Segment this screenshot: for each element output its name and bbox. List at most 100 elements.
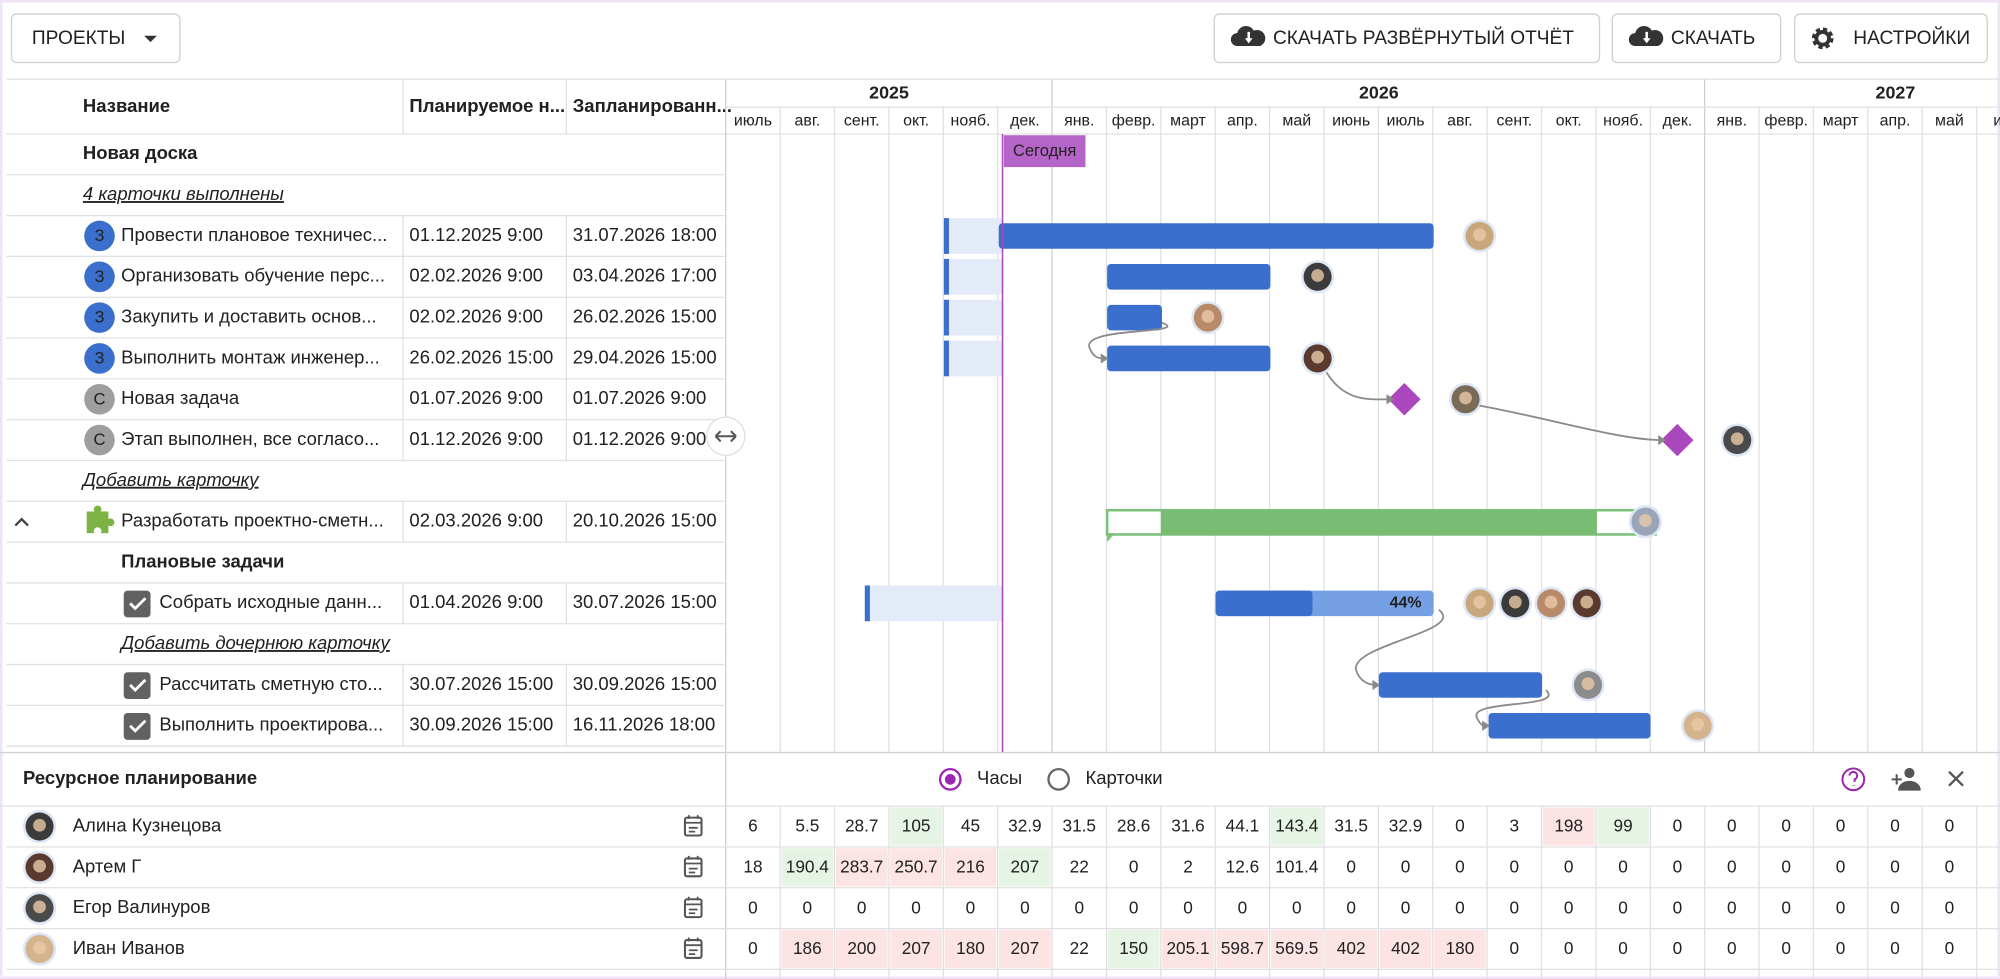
calendar-button[interactable]: [683, 896, 703, 919]
baseline-bar: [943, 258, 1003, 295]
collapse-icon[interactable]: [14, 517, 29, 527]
load-cell: [1434, 929, 1486, 969]
load-value: 45: [961, 816, 980, 836]
task-bar[interactable]: [998, 223, 1434, 249]
radio-option[interactable]: Карточки: [1047, 767, 1163, 791]
task-name[interactable]: Собрать исходные данн...: [159, 591, 382, 612]
task-bar[interactable]: [1488, 713, 1651, 739]
button-frame: [1611, 13, 1782, 64]
help-button[interactable]: [1841, 767, 1866, 792]
end-date: 31.07.2026 18:00: [573, 224, 717, 245]
dependency-arrow: [1482, 720, 1490, 731]
dependency-arrow: [1386, 394, 1395, 405]
load-cell: [781, 929, 834, 969]
gantt-area: 2025 2026 2027 июль авг. сент. окт. нояб. дек. ян…: [725, 79, 2000, 753]
close-button[interactable]: [1948, 770, 1964, 787]
radio-option[interactable]: Часы: [938, 767, 1022, 791]
year-label: 2027: [1876, 82, 1916, 102]
load-cell: [944, 929, 997, 969]
calendar-button[interactable]: [683, 937, 703, 959]
task-name[interactable]: Рассчитать сметную сто...: [159, 673, 382, 694]
month-label: май: [1282, 112, 1311, 129]
checkbox[interactable]: [123, 590, 151, 618]
milestone[interactable]: [1388, 383, 1421, 416]
panel-title: Ресурсное планирование: [23, 767, 257, 788]
person-name: Егор Валинуров: [73, 896, 211, 917]
task-name[interactable]: Закупить и доставить основ...: [121, 306, 376, 327]
splitter-handle[interactable]: [705, 416, 746, 457]
calendar-button[interactable]: [683, 815, 703, 837]
task-bar[interactable]: [1107, 304, 1162, 331]
avatar-face: [1581, 677, 1595, 691]
status-badge: [84, 424, 115, 456]
load-value: 0: [1074, 897, 1084, 917]
toolbar-button[interactable]: НАСТРОЙКИ: [1794, 13, 1988, 64]
calendar-lines: [684, 815, 702, 833]
load-value: 180: [1446, 938, 1475, 958]
start-date: 30.07.2026 15:00: [409, 673, 553, 694]
load-value: 31.5: [1063, 816, 1096, 836]
task-name[interactable]: Организовать обучение перс...: [121, 265, 385, 286]
load-value: 0: [1020, 897, 1030, 917]
checkbox[interactable]: [123, 672, 151, 700]
month-label: май: [1935, 112, 1964, 129]
avatar-face: [1508, 595, 1522, 609]
load-value: 0: [1346, 857, 1356, 877]
projects-button[interactable]: ПРОЕКТЫ: [10, 13, 181, 64]
load-value: 0: [1455, 816, 1465, 836]
load-value: 0: [1618, 897, 1628, 917]
check-mark: [129, 597, 147, 611]
link[interactable]: 4 карточки выполнены: [83, 183, 284, 204]
month-label: ию: [1993, 112, 2000, 129]
board-title: Новая доска: [83, 142, 198, 163]
help-icon: [1841, 767, 1866, 792]
task-name[interactable]: Выполнить проектирова...: [159, 714, 383, 735]
load-value: 31.5: [1334, 816, 1367, 836]
task-bar[interactable]: [1107, 345, 1271, 372]
start-date: 30.09.2026 15:00: [409, 714, 553, 735]
month-label: дек.: [1663, 112, 1693, 129]
load-cell: [998, 848, 1051, 887]
task-name[interactable]: Провести плановое техничес...: [121, 224, 387, 245]
link[interactable]: Добавить карточку: [81, 469, 260, 490]
button-frame: [1794, 13, 1988, 64]
task-bar[interactable]: [1378, 672, 1543, 698]
task-name[interactable]: Выполнить монтаж инженер...: [121, 346, 380, 367]
load-value: 402: [1337, 938, 1366, 958]
task-progress: [1215, 590, 1313, 617]
load-value: 598.7: [1221, 938, 1264, 958]
task-bar[interactable]: [1107, 264, 1271, 290]
checkbox[interactable]: [123, 713, 151, 740]
add-person-button[interactable]: [1891, 767, 1921, 791]
load-value: 216: [956, 857, 985, 877]
month-label: февр.: [1112, 112, 1156, 129]
column-header: Планируемое н...: [409, 95, 565, 116]
baseline-bar: [943, 299, 1003, 336]
end-date: 29.04.2026 15:00: [573, 346, 717, 367]
load-cell: [835, 848, 888, 887]
task-name[interactable]: Новая задача: [121, 387, 240, 408]
load-value: 200: [847, 938, 876, 958]
load-value: 205.1: [1166, 938, 1209, 958]
link[interactable]: Добавить дочернюю карточку: [119, 632, 391, 653]
task-name[interactable]: Этап выполнен, все согласо...: [121, 428, 379, 449]
person-head: [1904, 767, 1915, 779]
avatar-face: [1473, 595, 1486, 609]
calendar-button[interactable]: [683, 855, 703, 878]
dependency-line: [1088, 321, 1169, 360]
load-cell: [1597, 807, 1649, 846]
toolbar-button[interactable]: СКАЧАТЬ: [1611, 13, 1782, 64]
load-value: 0: [1836, 816, 1846, 836]
load-value: 0: [1346, 897, 1356, 917]
load-value: 0: [1836, 938, 1846, 958]
load-value: 0: [1510, 897, 1520, 917]
toolbar-button[interactable]: СКАЧАТЬ РАЗВЁРНУТЫЙ ОТЧЁТ: [1213, 13, 1601, 64]
status-badge: [84, 302, 115, 333]
month-label: нояб.: [1603, 112, 1643, 129]
load-value: 283.7: [840, 857, 883, 877]
end-date: 30.09.2026 15:00: [573, 673, 717, 694]
puzzle-icon: [86, 505, 115, 534]
end-date: 20.10.2026 15:00: [573, 510, 717, 531]
epic-name[interactable]: Разработать проектно-сметн...: [121, 510, 384, 531]
